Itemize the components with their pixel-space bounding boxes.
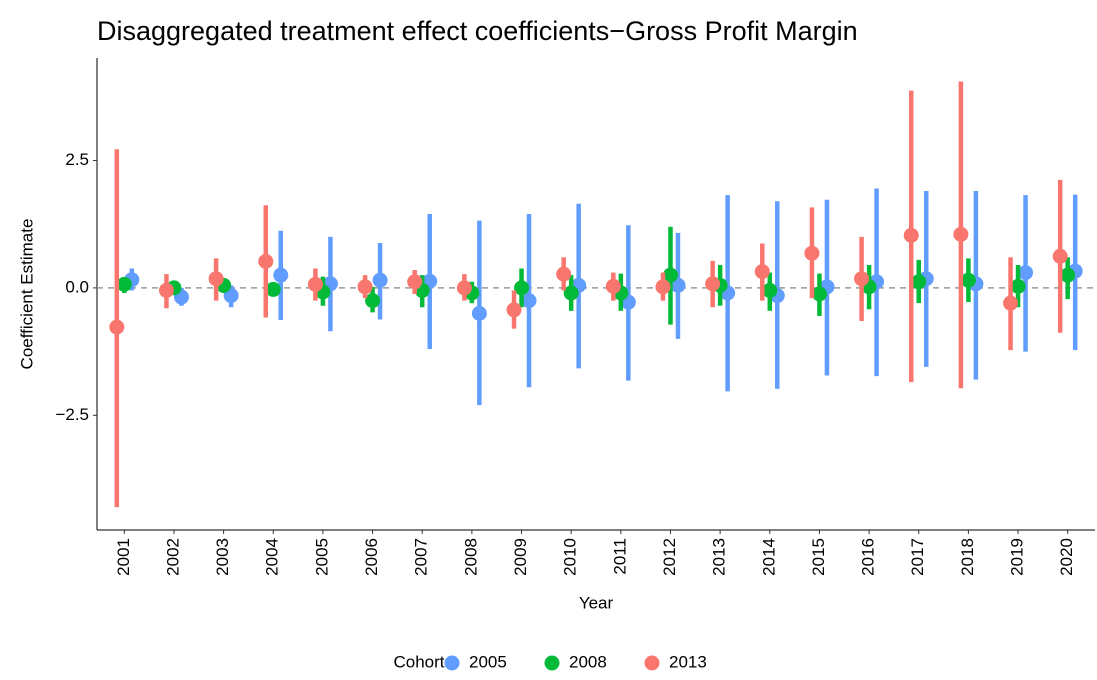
point xyxy=(109,319,125,335)
x-tick-label: 2017 xyxy=(908,538,927,576)
point xyxy=(471,305,487,321)
point xyxy=(1018,265,1034,281)
point xyxy=(307,276,323,292)
x-tick-label: 2006 xyxy=(362,538,381,576)
point xyxy=(1052,248,1068,264)
y-tick-label: −2.5 xyxy=(55,405,89,424)
x-axis-label: Year xyxy=(579,593,614,612)
point xyxy=(506,302,522,318)
point xyxy=(903,227,919,243)
legend-marker xyxy=(544,655,560,671)
point xyxy=(605,278,621,294)
x-tick-label: 2004 xyxy=(263,538,282,576)
point xyxy=(407,274,423,290)
point xyxy=(662,267,678,283)
x-tick-label: 2014 xyxy=(759,538,778,576)
x-tick-label: 2001 xyxy=(114,538,133,576)
x-tick-label: 2018 xyxy=(958,538,977,576)
point xyxy=(456,280,472,296)
legend-label: 2005 xyxy=(469,652,507,671)
point xyxy=(655,279,671,295)
point xyxy=(365,293,381,309)
x-tick-label: 2003 xyxy=(213,538,232,576)
point xyxy=(521,293,537,309)
x-tick-label: 2015 xyxy=(809,538,828,576)
point xyxy=(960,272,976,288)
point xyxy=(265,281,281,297)
chart-title: Disaggregated treatment effect coefficie… xyxy=(97,16,858,46)
x-tick-label: 2012 xyxy=(660,538,679,576)
x-tick-label: 2010 xyxy=(561,538,580,576)
legend-label: 2013 xyxy=(669,652,707,671)
point xyxy=(158,282,174,298)
x-tick-label: 2019 xyxy=(1008,538,1027,576)
point xyxy=(357,279,373,295)
point xyxy=(911,274,927,290)
x-tick-label: 2009 xyxy=(511,538,530,576)
point xyxy=(804,245,820,261)
point xyxy=(854,271,870,287)
point xyxy=(762,282,778,298)
y-axis-label: Coefficient Estimate xyxy=(17,219,36,370)
point xyxy=(953,226,969,242)
x-tick-label: 2005 xyxy=(312,538,331,576)
point xyxy=(372,272,388,288)
y-tick-label: 0.0 xyxy=(65,277,89,296)
legend-label: 2008 xyxy=(569,652,607,671)
point xyxy=(273,267,289,283)
x-tick-label: 2016 xyxy=(859,538,878,576)
x-tick-label: 2002 xyxy=(163,538,182,576)
point xyxy=(556,266,572,282)
point xyxy=(1003,295,1019,311)
x-tick-label: 2008 xyxy=(461,538,480,576)
point xyxy=(1060,267,1076,283)
legend-marker xyxy=(444,655,460,671)
y-tick-label: 2.5 xyxy=(65,150,89,169)
point xyxy=(811,286,827,302)
point xyxy=(754,264,770,280)
legend-title: Cohort xyxy=(393,652,444,671)
point xyxy=(258,253,274,269)
x-tick-label: 2007 xyxy=(412,538,431,576)
point xyxy=(116,276,132,292)
x-tick-label: 2011 xyxy=(610,538,629,575)
point xyxy=(1010,278,1026,294)
point xyxy=(563,285,579,301)
x-tick-label: 2020 xyxy=(1057,538,1076,576)
legend-marker xyxy=(644,655,660,671)
point xyxy=(514,280,530,296)
point xyxy=(208,271,224,287)
point xyxy=(705,276,721,292)
x-tick-label: 2013 xyxy=(710,538,729,576)
